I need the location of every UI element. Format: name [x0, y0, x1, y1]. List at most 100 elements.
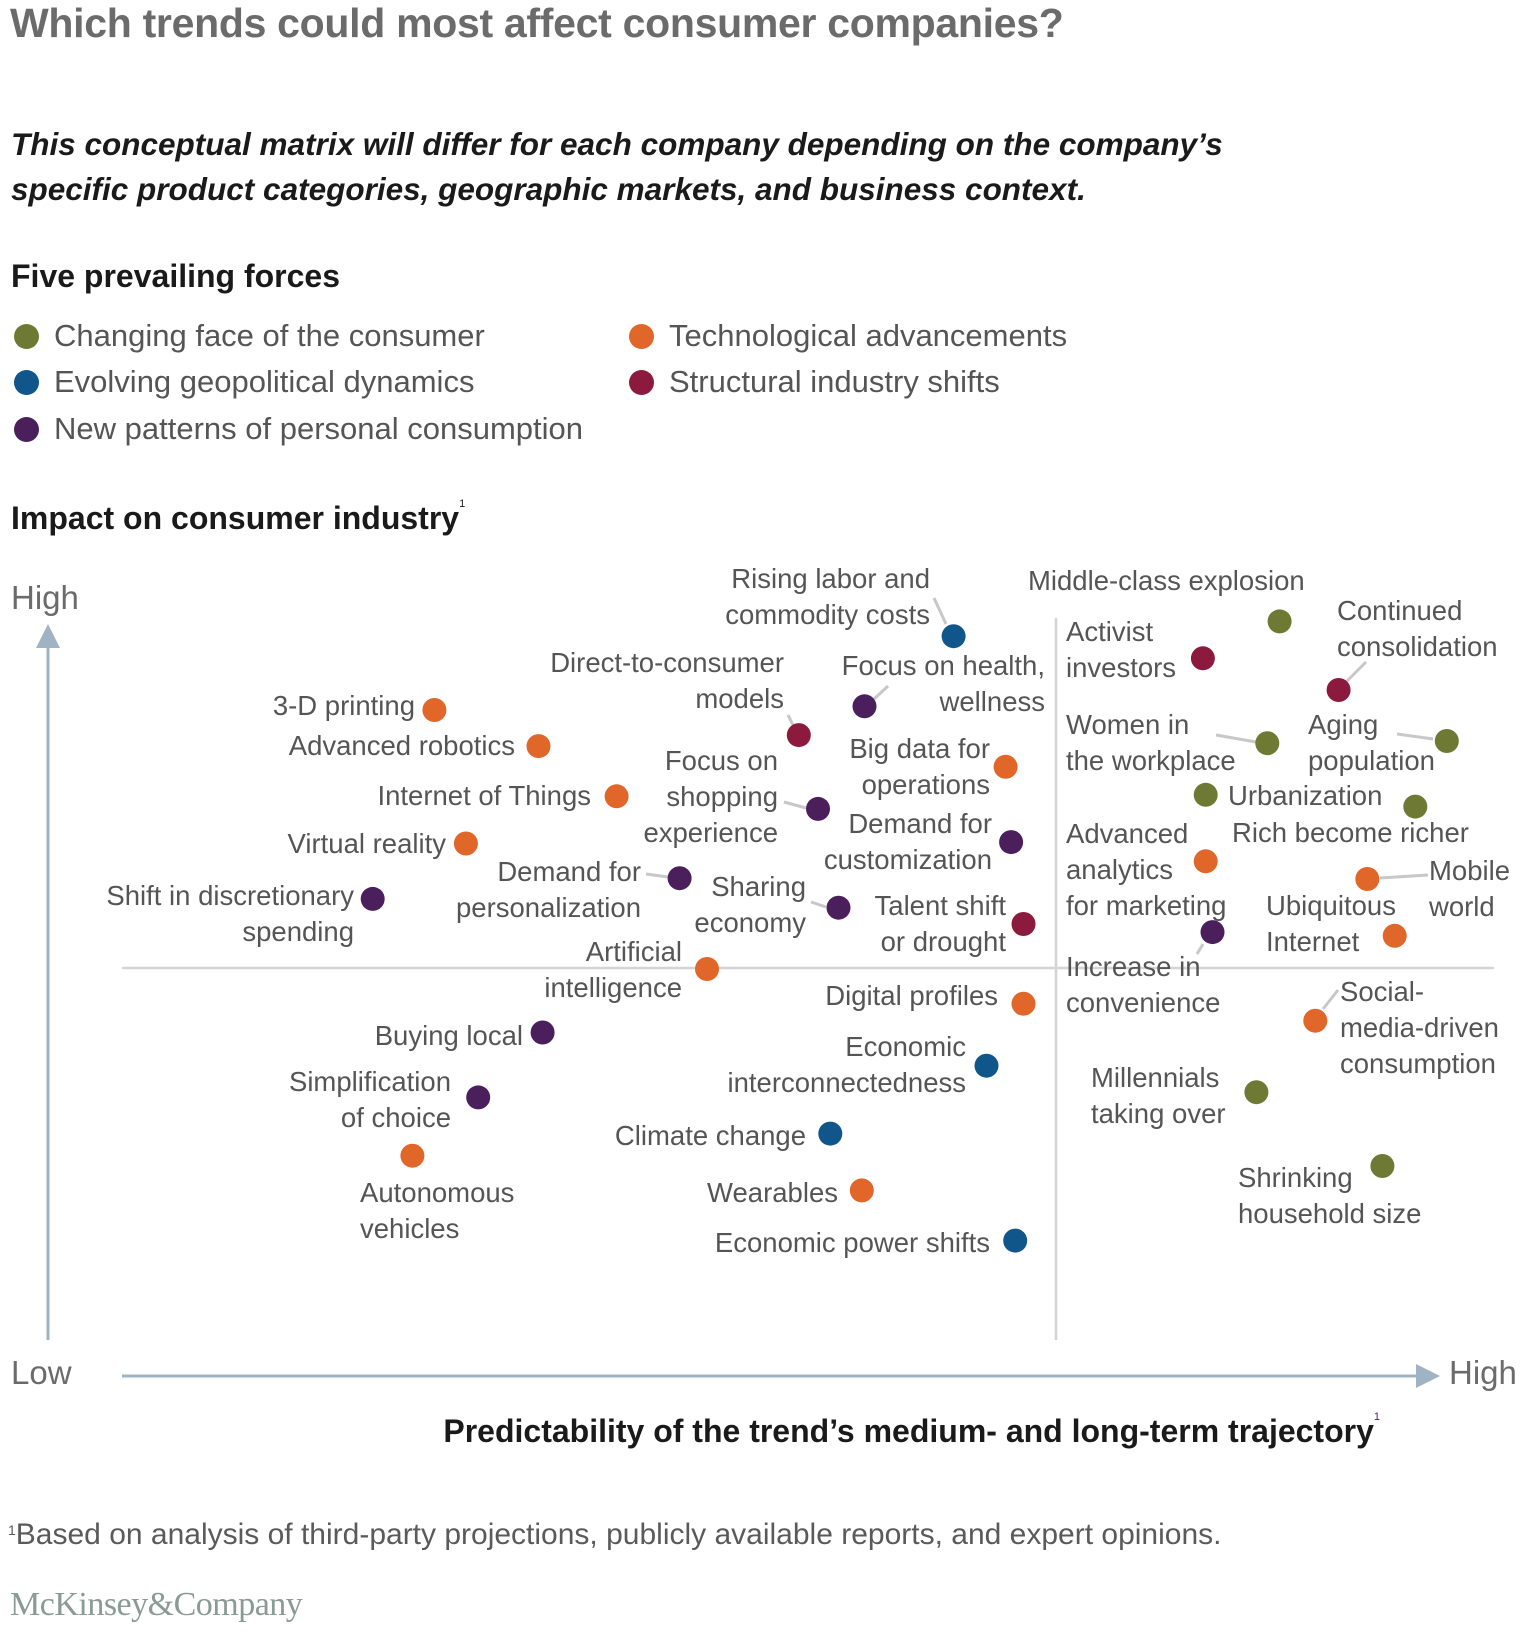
data-label: Middle-class explosion [1028, 563, 1305, 599]
data-label: Rich become richer [1232, 815, 1469, 851]
leader-line [810, 900, 827, 909]
data-label: Direct-to-consumer models [550, 645, 784, 717]
data-label: Buying local [375, 1018, 523, 1054]
data-label: Focus on health, wellness [842, 648, 1045, 720]
data-label-line: personalization [456, 892, 641, 923]
data-label: Advanced robotics [289, 728, 515, 764]
data-label-line: Activist [1066, 616, 1154, 647]
data-label-line: Continued [1337, 595, 1463, 626]
data-label-line: Shift in discretionary [106, 880, 354, 911]
footnote-marker: 1 [1373, 1411, 1380, 1423]
data-label: Sharing economy [694, 869, 806, 941]
data-point-geopolitical [1003, 1228, 1028, 1253]
data-label: Big data for operations [849, 731, 990, 803]
legend-item-structural: Structural industry shifts [629, 364, 1000, 400]
data-label-line: Internet of Things [377, 780, 591, 811]
data-point-tech [526, 734, 551, 759]
legend-item-personal: New patterns of personal consumption [14, 411, 583, 447]
leader-line [786, 714, 795, 726]
data-label-line: Millennials [1091, 1062, 1220, 1093]
footnote-text: Based on analysis of third-party project… [15, 1518, 1222, 1551]
data-label-line: Direct-to-consumer [550, 647, 784, 678]
data-point-tech [1193, 849, 1218, 874]
data-label-line: media-driven [1340, 1012, 1499, 1043]
data-label-line: models [695, 683, 784, 714]
data-point-consumer [1434, 729, 1459, 753]
y-axis-title: Impact on consumer industry1 [11, 498, 465, 537]
data-point-structural [1326, 678, 1351, 702]
data-label: Talent shift or drought [875, 888, 1006, 960]
data-label-line: consolidation [1337, 631, 1498, 662]
data-point-personal [806, 796, 830, 821]
data-label: Social-media-driven consumption [1340, 974, 1499, 1082]
data-label-line: Economic power shifts [714, 1227, 990, 1258]
leader-line [783, 800, 807, 810]
legend-dot-icon [14, 416, 39, 442]
data-label-line: investors [1066, 652, 1177, 683]
data-label: Virtual reality [288, 826, 446, 862]
leader-line [932, 597, 948, 625]
leader-line [871, 684, 890, 702]
legend-label: Technological advancements [669, 318, 1068, 353]
leader-line [1344, 660, 1368, 684]
data-point-structural [1190, 646, 1215, 671]
data-label: Urbanization [1228, 778, 1382, 814]
data-label: Advanced analytics for marketing [1066, 816, 1226, 924]
leader-line [1195, 943, 1205, 955]
data-label-line: interconnectedness [727, 1067, 967, 1098]
data-label: Activist investors [1066, 614, 1176, 686]
x-axis-arrow-icon [1416, 1364, 1440, 1388]
data-label: Aging population [1308, 707, 1435, 779]
data-point-consumer [1267, 609, 1292, 634]
legend-item-tech: Technological advancements [629, 318, 1067, 354]
data-label-line: shopping [666, 781, 778, 812]
data-point-personal [999, 830, 1024, 855]
data-point-consumer [1255, 731, 1280, 756]
data-label-line: Social- [1340, 976, 1425, 1007]
data-label: Digital profiles [825, 978, 998, 1014]
data-point-tech [849, 1178, 874, 1203]
data-label-line: Mobile [1429, 855, 1511, 886]
data-point-consumer [1370, 1154, 1395, 1178]
data-label: Ubiquitous Internet [1266, 888, 1396, 960]
data-label-line: world [1429, 891, 1495, 922]
leader-lines [645, 597, 1434, 1010]
data-label: Climate change [615, 1118, 806, 1154]
data-label-line: Ubiquitous [1266, 890, 1396, 921]
data-label-line: Digital profiles [825, 980, 998, 1011]
data-point-tech [1355, 867, 1380, 891]
leader-line [1396, 732, 1434, 741]
data-point-tech [422, 698, 447, 722]
leader-line [1321, 989, 1340, 1010]
subtitle-line: specific product categories, geographic … [11, 171, 1086, 207]
data-label: Internet of Things [377, 778, 591, 814]
data-label: Autonomous vehicles [360, 1175, 514, 1247]
footnote-marker: 1 [8, 1522, 16, 1538]
data-point-structural [1011, 912, 1036, 936]
data-point-personal [466, 1085, 491, 1110]
data-label-line: Simplification [288, 1066, 451, 1097]
data-point-tech [1382, 923, 1407, 948]
data-label: Shrinking household size [1238, 1160, 1421, 1232]
page-title: Which trends could most affect consumer … [10, 0, 1064, 46]
data-label-line: household size [1238, 1198, 1422, 1229]
legend-dot-icon [14, 323, 39, 349]
legend-label: Changing face of the consumer [54, 318, 485, 353]
legend-dot-icon [629, 323, 654, 349]
data-label-line: Economic [845, 1031, 966, 1062]
data-label-line: Advanced robotics [288, 730, 515, 761]
legend-dot-icon [14, 369, 39, 395]
data-point-structural [786, 723, 811, 748]
legend-label: Evolving geopolitical dynamics [54, 364, 475, 399]
x-axis-low-label: Low [11, 1354, 72, 1391]
data-label-line: Focus on health, [841, 650, 1045, 681]
data-point-tech [453, 831, 478, 856]
data-label-line: convenience [1066, 987, 1221, 1018]
data-label-line: Women in [1066, 709, 1190, 740]
data-point-tech [604, 784, 629, 809]
data-label-line: experience [643, 817, 778, 848]
x-axis-title: Predictability of the trend’s medium- an… [0, 1411, 1380, 1450]
data-label-line: spending [242, 916, 354, 947]
data-label-line: Buying local [374, 1020, 523, 1051]
